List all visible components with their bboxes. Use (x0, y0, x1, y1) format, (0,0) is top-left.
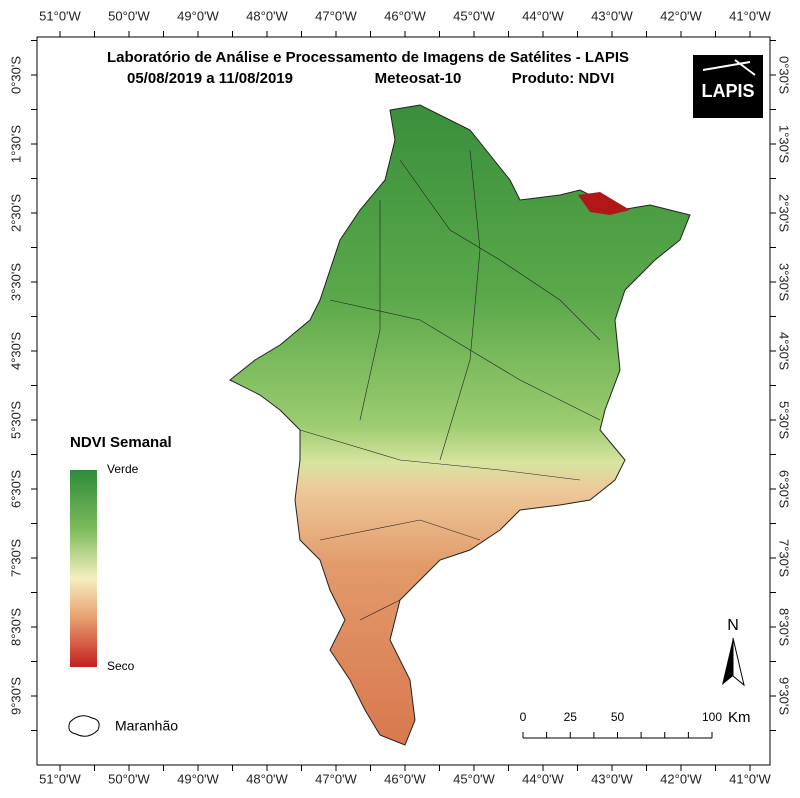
lat-label-left: 5°30'S (8, 401, 23, 439)
north-arrow-right (732, 637, 745, 687)
product: Produto: NDVI (512, 70, 615, 87)
lat-label-right: 0°30'S (777, 56, 792, 94)
scale-bar: 0 25 50 100 (520, 710, 722, 739)
lon-label-bottom: 41°0'W (729, 771, 771, 786)
lat-label-left: 3°30'S (8, 263, 23, 301)
title: Laboratório de Análise e Processamento d… (107, 49, 629, 66)
legend-colorbar (70, 470, 97, 667)
lon-label-bottom: 50°0'W (108, 771, 150, 786)
graticule-ticks (31, 31, 776, 771)
legend-boundary-icon (68, 715, 100, 737)
legend-title: NDVI Semanal (70, 434, 172, 451)
lon-label-top: 42°0'W (660, 8, 702, 23)
scale-unit: Km (728, 709, 751, 726)
lat-label-right: 9°30'S (777, 677, 792, 715)
lon-label-bottom: 43°0'W (591, 771, 633, 786)
lat-label-right: 6°30'S (777, 470, 792, 508)
lon-label-bottom: 47°0'W (315, 771, 357, 786)
lon-label-top: 43°0'W (591, 8, 633, 23)
lon-label-bottom: 48°0'W (246, 771, 288, 786)
lon-label-top: 51°0'W (39, 8, 81, 23)
lon-label-bottom: 42°0'W (660, 771, 702, 786)
lon-label-bottom: 45°0'W (453, 771, 495, 786)
lat-label-left: 8°30'S (8, 608, 23, 646)
scale-label: 100 (702, 710, 722, 724)
legend-low: Seco (107, 659, 135, 673)
lon-label-bottom: 49°0'W (177, 771, 219, 786)
lat-label-left: 4°30'S (8, 332, 23, 370)
lon-label-top: 46°0'W (384, 8, 426, 23)
lat-label-right: 7°30'S (777, 539, 792, 577)
lon-label-bottom: 51°0'W (39, 771, 81, 786)
lat-label-right: 1°30'S (777, 125, 792, 163)
lon-label-top: 44°0'W (522, 8, 564, 23)
lat-label-left: 1°30'S (8, 125, 23, 163)
dry-area (578, 192, 630, 215)
legend-boundary: Maranhão (115, 718, 178, 734)
lon-label-top: 45°0'W (453, 8, 495, 23)
north-label: N (727, 617, 739, 634)
lat-label-right: 2°30'S (777, 194, 792, 232)
maranhao-region (229, 104, 691, 746)
lon-label-top: 50°0'W (108, 8, 150, 23)
logo: LAPIS (701, 81, 754, 101)
lat-label-left: 9°30'S (8, 677, 23, 715)
legend-high: Verde (107, 462, 139, 476)
municipal-borders (299, 149, 601, 621)
lon-label-top: 48°0'W (246, 8, 288, 23)
lat-label-left: 0°30'S (8, 56, 23, 94)
lon-label-top: 47°0'W (315, 8, 357, 23)
lat-label-left: 7°30'S (8, 539, 23, 577)
dates: 05/08/2019 a 11/08/2019 (127, 70, 293, 87)
lat-label-right: 4°30'S (777, 332, 792, 370)
lon-label-bottom: 44°0'W (522, 771, 564, 786)
lat-label-left: 2°30'S (8, 194, 23, 232)
lat-label-left: 6°30'S (8, 470, 23, 508)
lon-label-top: 41°0'W (729, 8, 771, 23)
lat-label-right: 5°30'S (777, 401, 792, 439)
lat-label-right: 3°30'S (777, 263, 792, 301)
logo-icon (702, 59, 756, 76)
scale-label: 0 (520, 710, 527, 724)
lon-label-bottom: 46°0'W (384, 771, 426, 786)
lat-label-right: 8°30'S (777, 608, 792, 646)
scale-label: 50 (611, 710, 625, 724)
scale-label: 25 (564, 710, 578, 724)
north-arrow-left (722, 638, 733, 685)
lon-label-top: 49°0'W (177, 8, 219, 23)
satellite: Meteosat-10 (375, 70, 462, 87)
